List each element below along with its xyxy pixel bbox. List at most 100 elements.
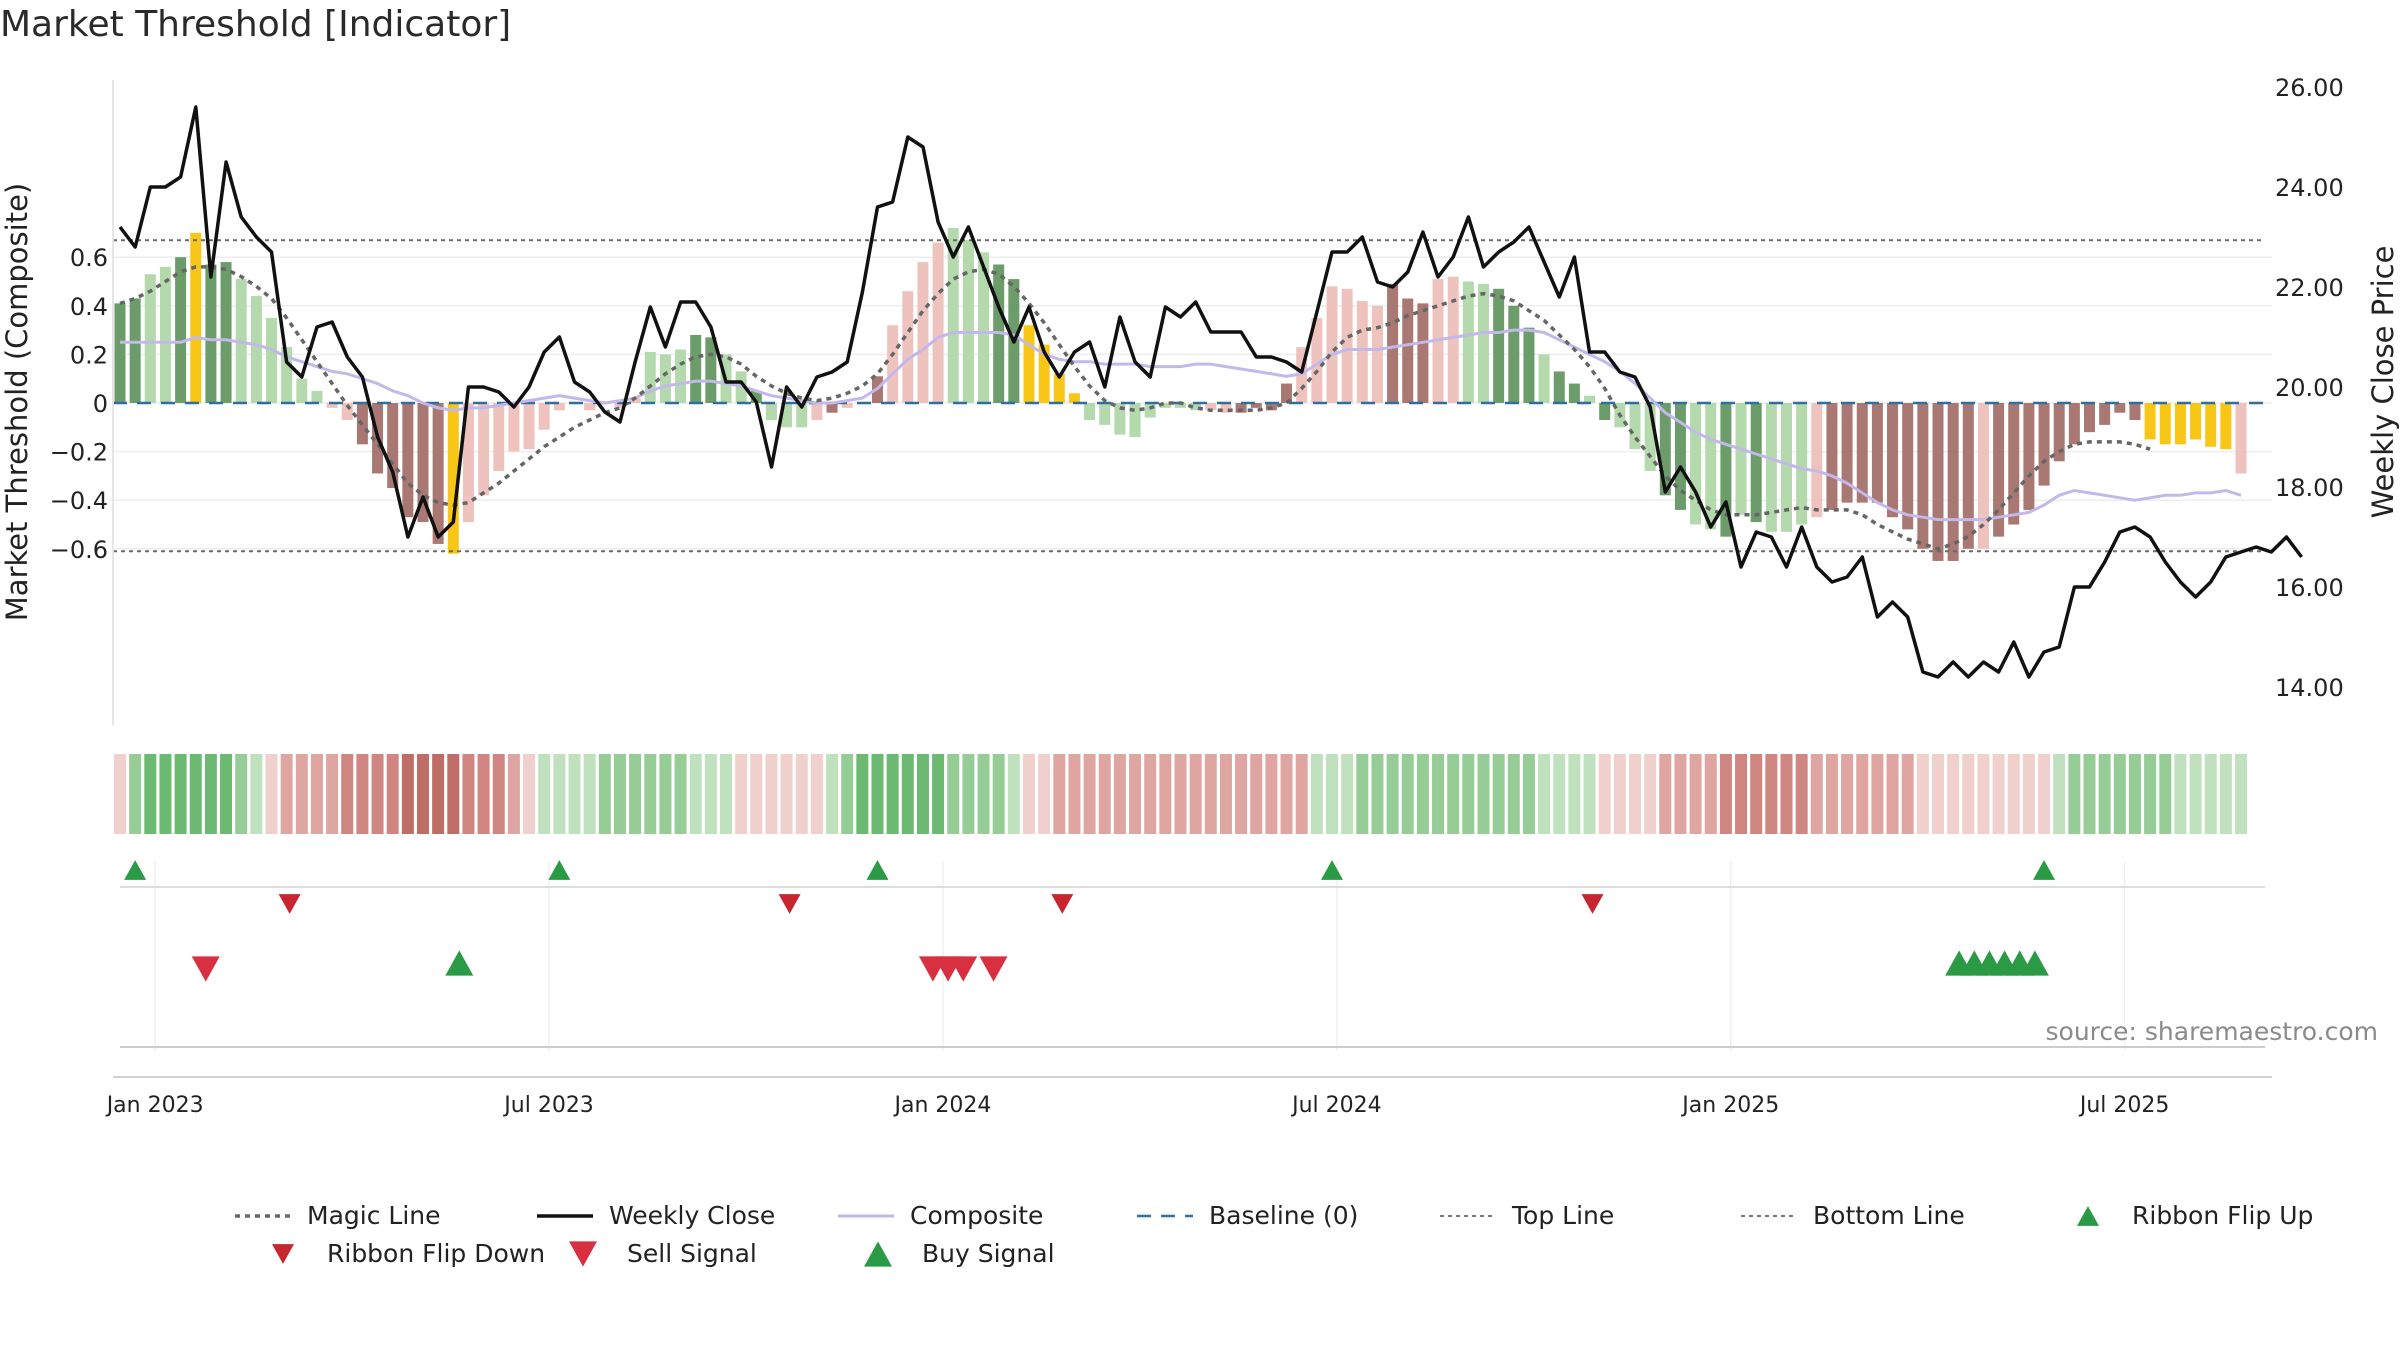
ribbon-cell: [265, 754, 278, 834]
composite-bar: [947, 228, 959, 403]
ribbon-cell: [189, 754, 202, 834]
composite-bar: [220, 262, 232, 403]
ribbon-cell: [1401, 754, 1414, 834]
composite-bar: [1735, 403, 1747, 515]
x-tick-label: Jul 2024: [1290, 1093, 1382, 1118]
legend-label: Bottom Line: [1813, 1201, 1965, 1230]
composite-bar: [1902, 403, 1914, 530]
composite-bar: [2235, 403, 2247, 474]
composite-bar: [887, 325, 899, 403]
composite-bar: [2038, 403, 2050, 486]
ribbon-cell: [1871, 754, 1884, 834]
composite-bar: [1084, 403, 1096, 421]
ribbon-cell: [2053, 754, 2066, 834]
composite-bar: [1705, 403, 1717, 530]
composite-bar: [1190, 403, 1202, 411]
composite-bar: [1720, 403, 1732, 537]
legend-item: Composite: [838, 1201, 1043, 1230]
composite-bar: [1493, 288, 1505, 403]
composite-bar: [659, 354, 671, 403]
ribbon-cell: [1326, 754, 1338, 834]
composite-bar: [1068, 393, 1080, 403]
composite-bars: [114, 228, 2247, 561]
ribbon-cell: [1295, 754, 1308, 834]
ribbon-cell: [871, 754, 884, 834]
legend-label: Weekly Close: [609, 1201, 775, 1230]
legend-item: Bottom Line: [1741, 1201, 1965, 1230]
legend-label: Sell Signal: [627, 1239, 757, 1268]
legend-item: Sell Signal: [569, 1239, 757, 1268]
ribbon-cell: [2038, 754, 2051, 834]
ribbon-cell: [1432, 754, 1445, 834]
buy-signal-marker: [2020, 950, 2049, 976]
composite-bar: [1205, 403, 1217, 411]
ribbon-cell: [1219, 754, 1232, 834]
composite-bar: [1023, 325, 1035, 403]
ribbon-cell: [1462, 754, 1475, 834]
ribbon-cell: [1053, 754, 1066, 834]
ribbon-cell: [1992, 754, 2005, 834]
y-right-axis-label: Weekly Close Price: [2366, 246, 2400, 519]
y-left-tick-label: −0.6: [50, 536, 108, 564]
ribbon-cell: [235, 754, 248, 834]
composite-bar: [1417, 303, 1429, 403]
ribbon-cell: [1189, 754, 1202, 834]
ribbon-cell: [735, 754, 748, 834]
ribbon-cell: [1780, 754, 1793, 834]
weekly-close-line: [118, 105, 2303, 679]
ribbon-cell: [1962, 754, 1975, 834]
ribbon-cell: [1310, 754, 1323, 834]
ribbon-cell: [2189, 754, 2202, 834]
composite-bar: [1508, 305, 1520, 403]
composite-bar: [2068, 403, 2080, 445]
ribbon-flip-up-marker: [1321, 860, 1343, 880]
ribbon-flip-up-marker: [866, 860, 889, 880]
y-right-tick-label: 16.00: [2275, 574, 2344, 602]
composite-bar: [1811, 403, 1823, 518]
ribbon-cell: [1341, 754, 1354, 834]
composite-bar: [1523, 327, 1535, 403]
ribbon-cell: [1659, 754, 1672, 834]
composite-bar: [1402, 298, 1414, 403]
ribbon-cell: [1750, 754, 1763, 834]
composite-bar: [1690, 403, 1702, 525]
composite-bar: [1144, 403, 1156, 418]
ribbon-cell: [144, 754, 157, 834]
composite-bar: [159, 266, 171, 403]
composite-bar: [2174, 403, 2186, 445]
composite-bar: [281, 347, 293, 403]
composite-bar: [250, 296, 262, 403]
composite-bar: [917, 262, 929, 403]
composite-bar: [1099, 403, 1111, 425]
composite-line: [120, 328, 2242, 522]
composite-bar: [1947, 403, 1959, 561]
sell-signal-marker: [979, 956, 1008, 982]
ribbon-cell: [689, 754, 702, 834]
ribbon-cell: [1825, 754, 1838, 834]
signal-panels: [120, 860, 2265, 1048]
composite-bar: [1326, 286, 1338, 403]
legend-item: Buy Signal: [864, 1239, 1055, 1268]
ribbon-cell: [568, 754, 581, 834]
ribbon-cell: [977, 754, 990, 834]
ribbon-cell: [826, 754, 839, 834]
composite-bar: [1796, 403, 1808, 525]
composite-bar: [205, 264, 217, 403]
composite-bar: [1129, 403, 1141, 438]
legend-swatch: [864, 1241, 892, 1267]
ribbon-cell: [341, 754, 354, 834]
ribbon-cell: [2007, 754, 2020, 834]
ribbon-flip-down-marker: [278, 894, 301, 914]
composite-bar: [765, 403, 777, 421]
ribbon-cell: [962, 754, 975, 834]
legend-item: Top Line: [1440, 1201, 1614, 1230]
ribbon-cell: [613, 754, 626, 834]
y-left-tick-label: 0.4: [70, 293, 108, 321]
composite-bar: [2205, 403, 2217, 447]
x-tick-label: Jul 2025: [2078, 1093, 2170, 1118]
composite-bar: [1781, 403, 1792, 532]
ribbon-cell: [326, 754, 339, 834]
ribbon-cell: [1083, 754, 1096, 834]
ribbon-cell: [1901, 754, 1914, 834]
composite-bar: [175, 257, 187, 403]
